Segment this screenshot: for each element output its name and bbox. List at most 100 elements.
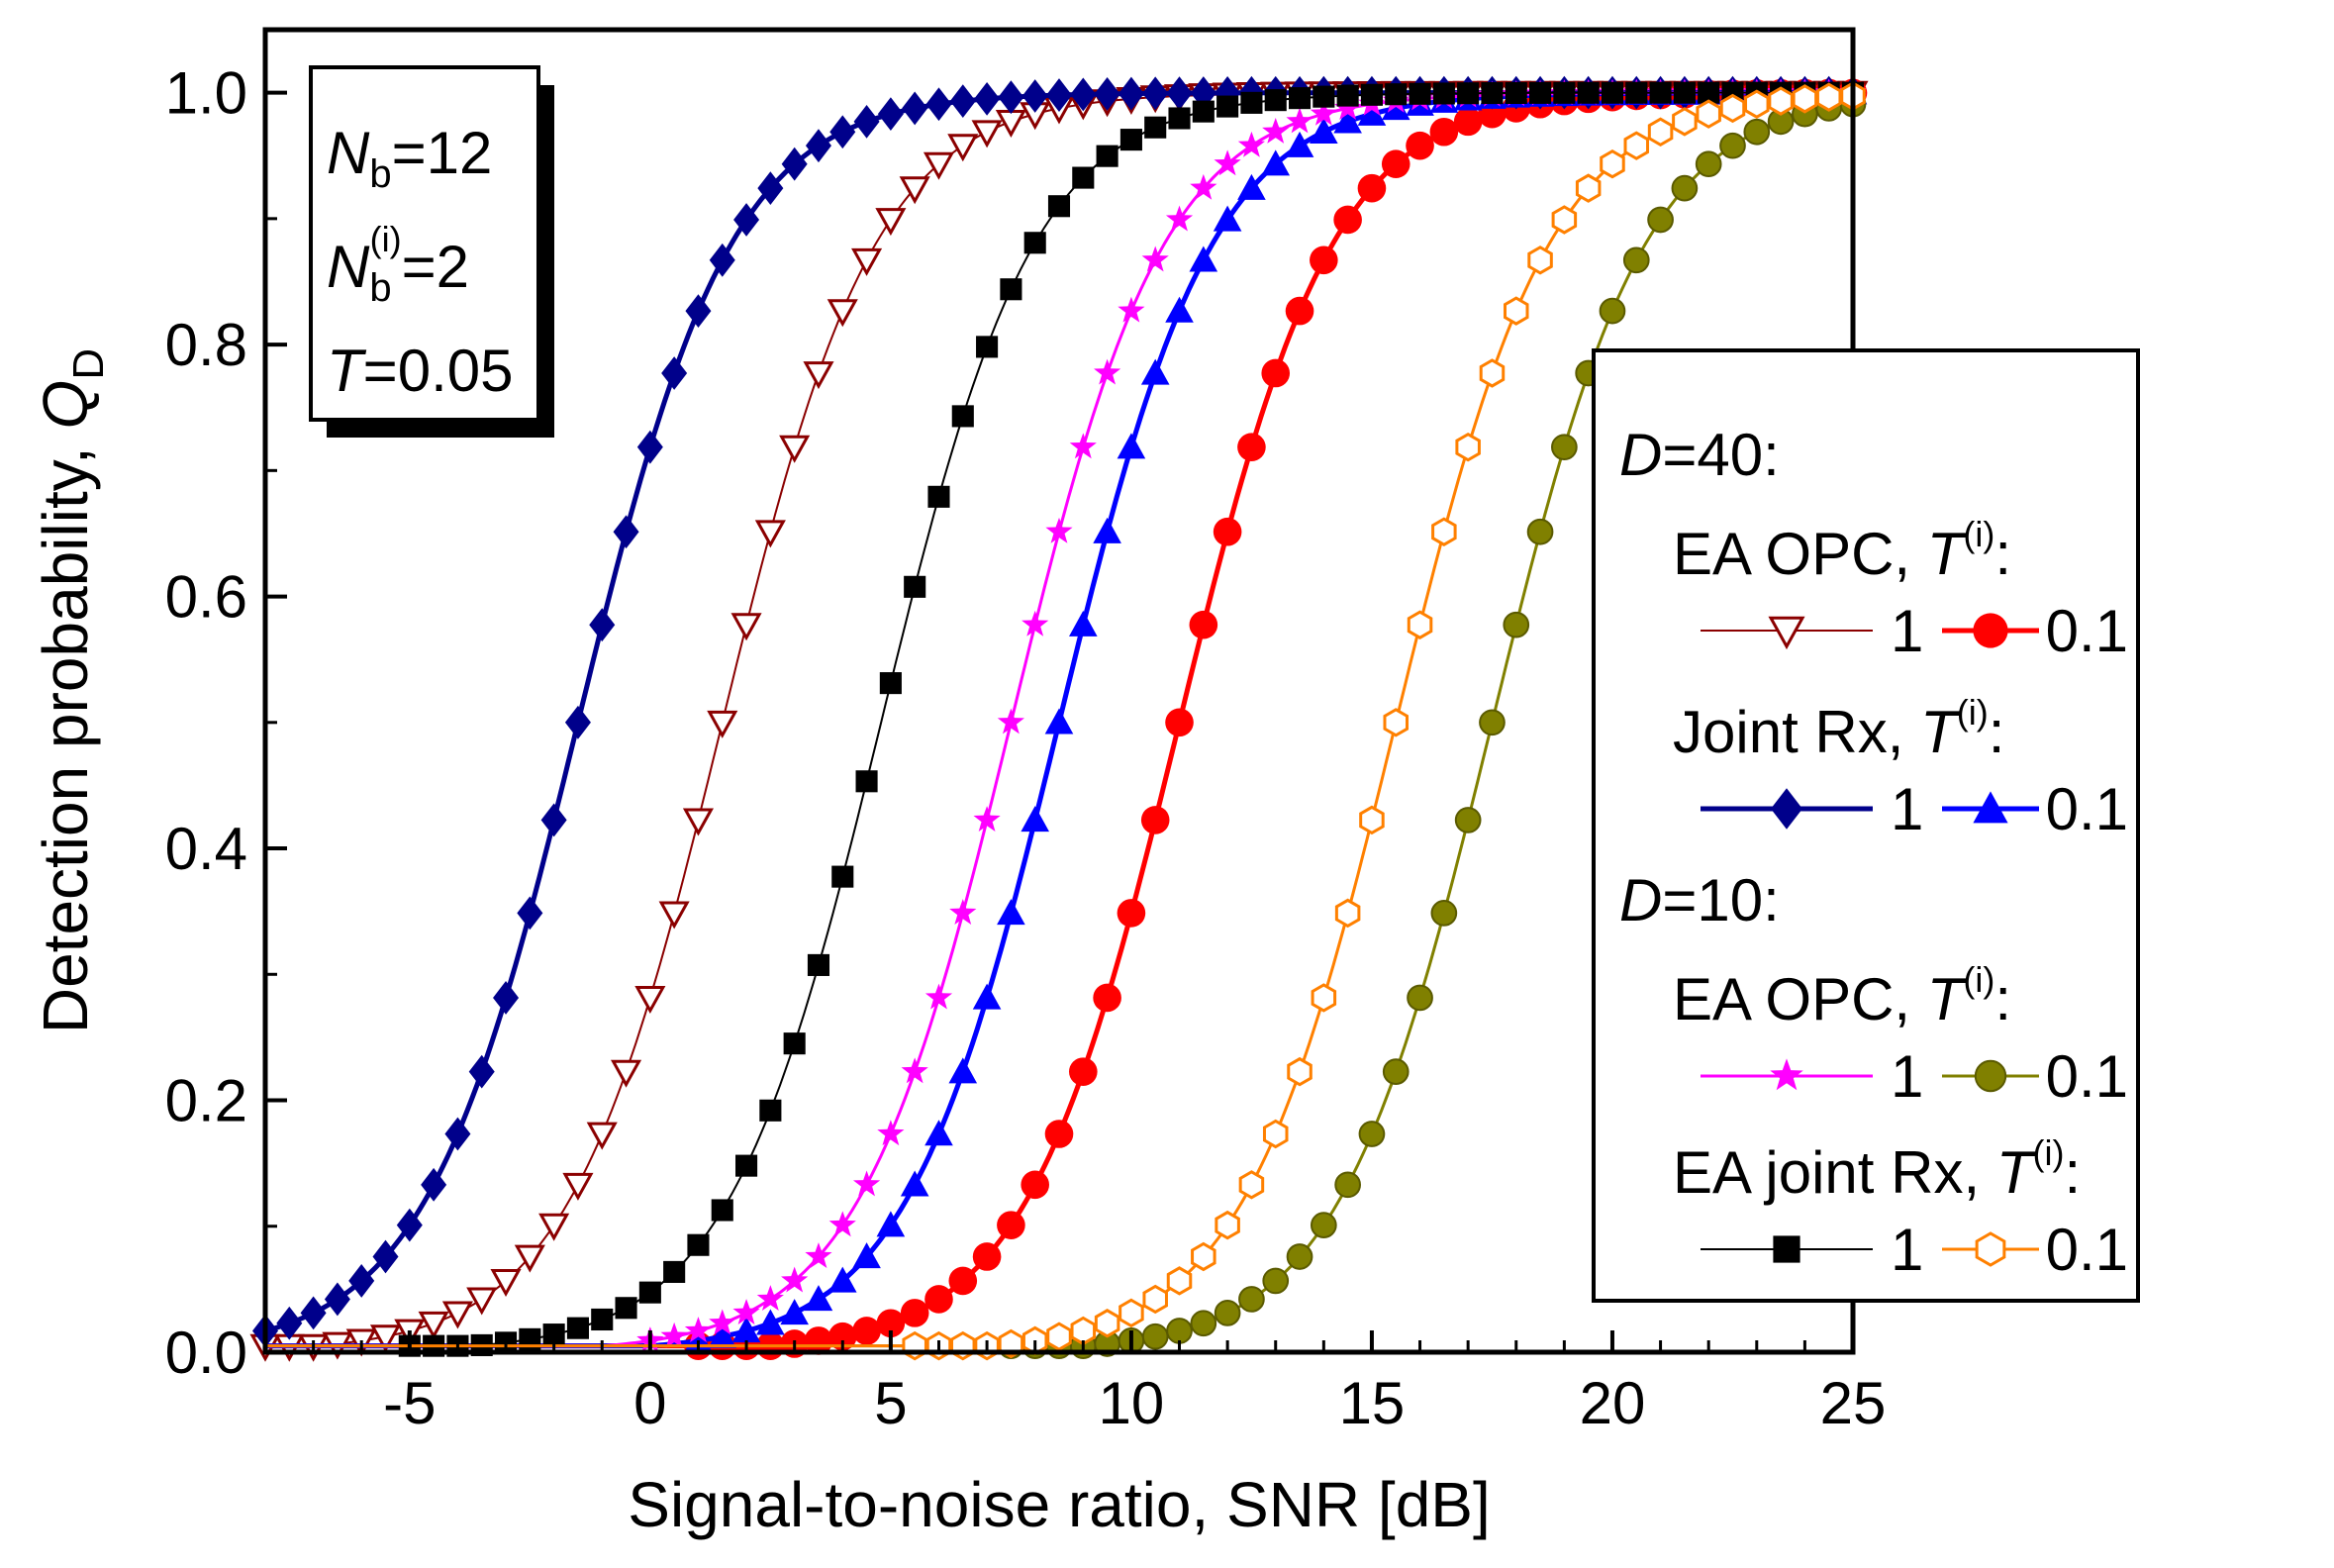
data-point [971,120,1003,148]
data-point [1455,432,1481,462]
data-point [1357,173,1387,203]
legend-d40: D=40: [1619,422,1780,488]
data-point [1334,94,1362,121]
data-point [972,1242,1002,1271]
data-point [1359,805,1385,835]
data-point [589,608,616,642]
data-point [1334,898,1361,929]
data-point [781,1266,809,1293]
data-point [997,899,1025,926]
data-point [372,1239,399,1274]
data-point [1285,296,1314,326]
data-point [1261,358,1291,388]
data-point [1166,76,1193,111]
data-point [851,247,883,276]
data-point [1974,1059,2007,1093]
data-point [972,983,1002,1010]
data-point [1141,1323,1169,1350]
data-point [615,1297,637,1320]
data-point [1406,131,1434,160]
y-axis-title-var: Q [30,380,101,430]
data-point [300,1296,327,1330]
y-axis-title: Detection probability, QD [30,348,113,1033]
data-point [1094,358,1121,385]
data-point [1165,296,1194,323]
data-point [682,808,715,836]
data-point [973,806,1001,832]
data-point [852,1242,881,1269]
legend-label-joint-rx-1: 1 [1891,776,1923,842]
data-point [805,1242,832,1269]
data-point [1771,788,1802,830]
y-tick-label: 0.4 [165,816,247,882]
data-point [1432,82,1455,105]
series-layer [249,75,1869,1362]
data-point [804,1285,833,1312]
data-point [902,1330,927,1361]
data-point [1719,93,1746,124]
data-point [1262,1267,1290,1295]
data-point [1333,205,1362,235]
data-point [1815,82,1842,112]
data-point [1743,118,1771,146]
data-point [1311,983,1337,1013]
data-point [610,1059,642,1088]
data-point [1744,89,1770,119]
data-point [1165,205,1194,232]
data-point [1288,87,1312,110]
param-t: T=0.05 [327,338,513,404]
data-point [1409,82,1431,105]
data-point [904,575,926,598]
data-point [949,84,976,119]
data-point [1286,1243,1313,1270]
data-point [998,80,1024,115]
data-point [1310,99,1337,126]
data-point [924,1285,953,1314]
parameter-box-frame [309,65,540,422]
data-point [1166,1266,1193,1296]
x-tick-label: 20 [1580,1370,1646,1436]
x-tick-label: 5 [874,1370,907,1436]
data-point [564,705,591,739]
data-point [1973,791,2008,824]
data-point [1070,1316,1097,1346]
y-tick-label: 0.8 [165,312,247,378]
x-tick-label: 15 [1339,1370,1406,1436]
data-point [756,1285,784,1312]
data-point [828,1211,856,1237]
data-point [1165,708,1194,737]
data-point [468,1054,495,1089]
legend-label-ea-opc2-1: 1 [1891,1043,1923,1110]
y-tick-label: 0.0 [165,1320,247,1386]
data-point [1647,117,1674,147]
data-point [807,953,830,976]
data-point [735,1154,758,1177]
data-point [876,1309,906,1338]
data-point [1117,433,1146,459]
data-point [1264,89,1287,112]
x-tick-label: 10 [1099,1370,1165,1436]
data-point [733,203,760,237]
data-point [1214,149,1241,176]
data-point [827,1322,857,1351]
data-point [732,1299,760,1324]
data-point [1407,610,1433,639]
data-point [852,1170,881,1197]
data-point [1262,1119,1289,1149]
parameter-box: Nb=12 Nb(i)=2 T=0.05 [309,65,554,438]
data-point [638,1281,661,1304]
data-point [949,899,977,925]
data-point [613,515,639,549]
data-point [1262,117,1290,144]
data-point [1623,131,1650,160]
legend: D=40: EA OPC, T(i): Joint Rx, T(i): D=10… [1592,348,2140,1303]
data-point [1770,1058,1803,1091]
data-point [950,1330,976,1361]
data-point [781,147,808,181]
data-point [877,97,904,132]
data-point [441,1301,473,1329]
x-tick-label: 0 [633,1370,666,1436]
data-point [538,1213,570,1241]
data-point [1553,81,1576,104]
param-nb: Nb=12 [327,120,492,196]
